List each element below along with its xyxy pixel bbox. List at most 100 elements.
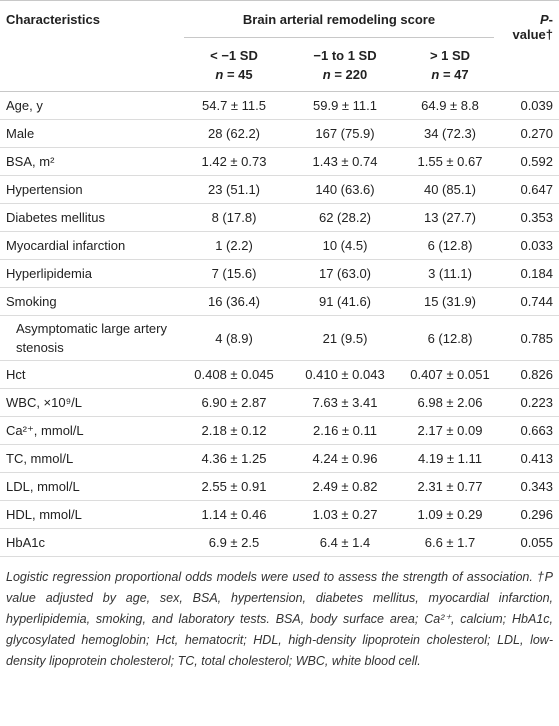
- value-cell: 0.410 ± 0.043: [305, 367, 385, 382]
- value-cell: 0.407 ± 0.051: [410, 367, 490, 382]
- value-cell: 0.408 ± 0.045: [194, 367, 274, 382]
- value-cell: 62 (28.2): [318, 210, 372, 225]
- value-cell: 3 (11.1): [428, 266, 472, 281]
- group-title: Brain arterial remodeling score: [184, 12, 494, 38]
- table-row: LDL, mmol/L 2.55 ± 0.91 2.49 ± 0.82 2.31 ± …: [0, 473, 559, 501]
- value-cell: 6.90 ± 2.87: [201, 395, 267, 410]
- table-body: Age, y 54.7 ± 11.5 59.9 ± 11.1 64.9 ± 8.8 0.…: [0, 92, 559, 557]
- group-header: > 1 SD n = 47: [400, 39, 500, 92]
- value-cell: 2.49 ± 0.82: [312, 479, 378, 494]
- table-row: BSA, m² 1.42 ± 0.73 1.43 ± 0.74 1.55 ± 0.67…: [0, 148, 559, 176]
- n-text: = 47: [439, 67, 469, 82]
- value-cell: 4.24 ± 0.96: [312, 451, 378, 466]
- p-value-cell: 0.826: [520, 367, 554, 382]
- table-row: TC, mmol/L 4.36 ± 1.25 4.24 ± 0.96 4.19 ± 1…: [0, 445, 559, 473]
- value-cell: 16 (36.4): [207, 294, 261, 309]
- p-value-cell: 0.296: [520, 507, 554, 522]
- table-row: Hct 0.408 ± 0.045 0.410 ± 0.043 0.407 ± 0.0…: [0, 361, 559, 389]
- row-label: HDL, mmol/L: [6, 507, 82, 522]
- n-symbol: n: [431, 67, 440, 82]
- row-label: Male: [6, 126, 35, 141]
- value-cell: 4.19 ± 1.11: [418, 451, 482, 466]
- table-row: Hypertension 23 (51.1) 140 (63.6) 40 (85.1)…: [0, 176, 559, 204]
- table-row: Ca²⁺, mmol/L 2.18 ± 0.12 2.16 ± 0.11 2.17 ±…: [0, 417, 559, 445]
- table-row: Myocardial infarction 1 (2.2) 10 (4.5) 6 (1…: [0, 232, 559, 260]
- value-cell: 6.6 ± 1.7: [424, 535, 476, 550]
- p-text: -value†: [512, 12, 554, 42]
- row-label: Asymptomatic large artery stenosis: [16, 321, 167, 355]
- value-cell: 13 (27.7): [423, 210, 477, 225]
- row-label: Myocardial infarction: [6, 238, 126, 253]
- value-cell: 6 (12.8): [427, 238, 473, 253]
- n-symbol: n: [322, 67, 331, 82]
- group-range: > 1 SD: [429, 48, 471, 63]
- n-text: = 45: [223, 67, 253, 82]
- header-row: Characteristics Brain arterial remodelin…: [0, 1, 559, 42]
- group-header: −1 to 1 SD n = 220: [290, 39, 400, 92]
- header-cell: P-value†: [500, 1, 559, 92]
- value-cell: 34 (72.3): [423, 126, 477, 141]
- row-label: Age, y: [6, 98, 43, 113]
- table-row: Hyperlipidemia 7 (15.6) 17 (63.0) 3 (11.1) 0…: [0, 260, 559, 288]
- value-cell: 1.03 ± 0.27: [312, 507, 378, 522]
- value-cell: 167 (75.9): [315, 126, 375, 141]
- table-row: Smoking 16 (36.4) 91 (41.6) 15 (31.9) 0.744: [0, 288, 559, 316]
- value-cell: 2.18 ± 0.12: [201, 423, 267, 438]
- p-value-cell: 0.663: [520, 423, 554, 438]
- p-value-cell: 0.592: [520, 154, 554, 169]
- p-value-cell: 0.744: [520, 294, 554, 309]
- header-row: < −1 SD n = 45 −1 to 1 SD n = 220 > 1 SD n = …: [0, 39, 559, 92]
- group-n: n = 47: [400, 65, 500, 84]
- value-cell: 6.4 ± 1.4: [319, 535, 371, 550]
- value-cell: 28 (62.2): [207, 126, 261, 141]
- row-label: Diabetes mellitus: [6, 210, 105, 225]
- p-value-cell: 0.343: [520, 479, 554, 494]
- value-cell: 4 (8.9): [215, 330, 253, 346]
- p-value-cell: 0.647: [520, 182, 554, 197]
- row-label: Hyperlipidemia: [6, 266, 92, 281]
- value-cell: 4.36 ± 1.25: [201, 451, 267, 466]
- table-row: HbA1c 6.9 ± 2.5 6.4 ± 1.4 6.6 ± 1.7 0.055: [0, 529, 559, 557]
- value-cell: 17 (63.0): [318, 266, 372, 281]
- value-cell: 1.55 ± 0.67: [417, 154, 483, 169]
- value-cell: 2.55 ± 0.91: [201, 479, 267, 494]
- table-row: WBC, ×10⁹/L 6.90 ± 2.87 7.63 ± 3.41 6.98 ± …: [0, 389, 559, 417]
- value-cell: 7.63 ± 3.41: [312, 395, 378, 410]
- value-cell: 2.31 ± 0.77: [417, 479, 483, 494]
- value-cell: 54.7 ± 11.5: [202, 98, 266, 113]
- group-range: −1 to 1 SD: [313, 48, 377, 63]
- p-value-cell: 0.055: [520, 535, 554, 550]
- row-label: TC, mmol/L: [6, 451, 74, 466]
- group-header: < −1 SD n = 45: [178, 39, 290, 92]
- table-row: Diabetes mellitus 8 (17.8) 62 (28.2) 13 (27…: [0, 204, 559, 232]
- p-symbol: P: [540, 12, 549, 27]
- header-cell: Characteristics: [6, 12, 100, 27]
- n-symbol: n: [215, 67, 224, 82]
- value-cell: 2.16 ± 0.11: [313, 423, 377, 438]
- p-value-cell: 0.033: [520, 238, 554, 253]
- p-value-cell: 0.223: [520, 395, 554, 410]
- row-label: LDL, mmol/L: [6, 479, 80, 494]
- row-label: WBC, ×10⁹/L: [6, 395, 83, 410]
- value-cell: 1.42 ± 0.73: [201, 154, 267, 169]
- value-cell: 59.9 ± 11.1: [313, 98, 377, 113]
- value-cell: 10 (4.5): [322, 238, 368, 253]
- value-cell: 40 (85.1): [423, 182, 477, 197]
- value-cell: 64.9 ± 8.8: [421, 98, 479, 113]
- value-cell: 15 (31.9): [423, 294, 477, 309]
- table-row: Male 28 (62.2) 167 (75.9) 34 (72.3) 0.270: [0, 120, 559, 148]
- value-cell: 2.17 ± 0.09: [417, 423, 483, 438]
- row-label: Hct: [6, 367, 26, 382]
- value-cell: 23 (51.1): [207, 182, 261, 197]
- header-cell: Brain arterial remodeling score: [178, 1, 500, 40]
- row-label: BSA, m²: [6, 154, 55, 169]
- value-cell: 8 (17.8): [211, 210, 257, 225]
- value-cell: 1.43 ± 0.74: [312, 154, 378, 169]
- row-label: Hypertension: [6, 182, 83, 197]
- value-cell: 21 (9.5): [322, 330, 368, 346]
- value-cell: 1 (2.2): [215, 238, 253, 253]
- p-value-cell: 0.785: [520, 330, 554, 346]
- p-value-cell: 0.039: [520, 98, 554, 113]
- group-range: < −1 SD: [210, 48, 258, 63]
